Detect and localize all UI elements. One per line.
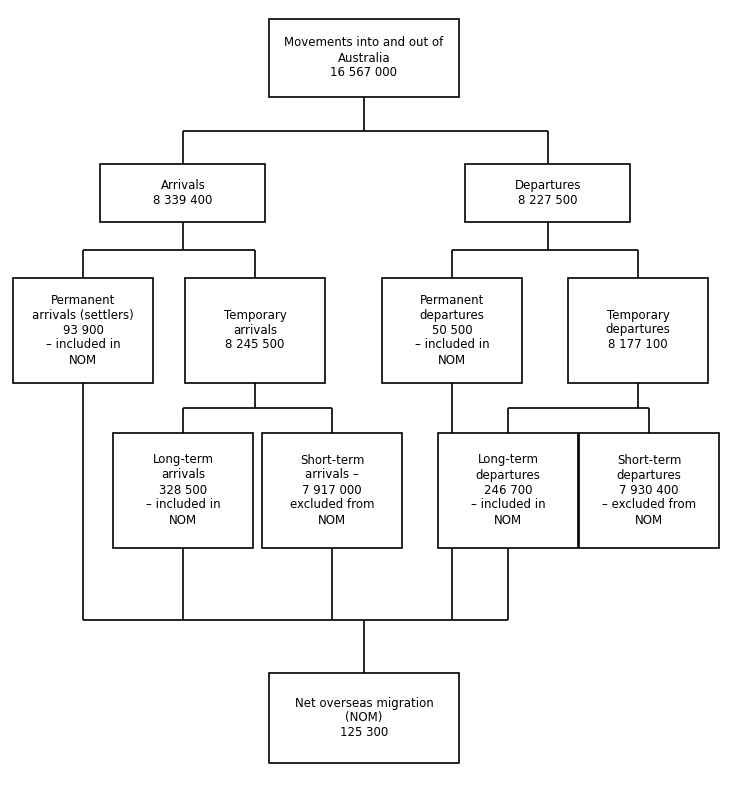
FancyBboxPatch shape xyxy=(101,164,265,222)
Text: Short-term
departures
7 930 400
– excluded from
NOM: Short-term departures 7 930 400 – exclud… xyxy=(602,453,696,527)
FancyBboxPatch shape xyxy=(382,278,522,383)
Text: Net overseas migration
(NOM)
125 300: Net overseas migration (NOM) 125 300 xyxy=(295,697,433,740)
Text: Permanent
arrivals (settlers)
93 900
– included in
NOM: Permanent arrivals (settlers) 93 900 – i… xyxy=(32,293,134,366)
Text: Temporary
arrivals
8 245 500: Temporary arrivals 8 245 500 xyxy=(224,308,286,351)
FancyBboxPatch shape xyxy=(438,433,578,547)
FancyBboxPatch shape xyxy=(579,433,719,547)
Text: Long-term
arrivals
328 500
– included in
NOM: Long-term arrivals 328 500 – included in… xyxy=(146,453,220,527)
Text: Long-term
departures
246 700
– included in
NOM: Long-term departures 246 700 – included … xyxy=(471,453,545,527)
FancyBboxPatch shape xyxy=(185,278,325,383)
Text: Permanent
departures
50 500
– included in
NOM: Permanent departures 50 500 – included i… xyxy=(415,293,489,366)
Text: Temporary
departures
8 177 100: Temporary departures 8 177 100 xyxy=(606,308,671,351)
Text: Movements into and out of
Australia
16 567 000: Movements into and out of Australia 16 5… xyxy=(284,36,444,80)
Text: Short-term
arrivals –
7 917 000
excluded from
NOM: Short-term arrivals – 7 917 000 excluded… xyxy=(289,453,374,527)
FancyBboxPatch shape xyxy=(269,19,459,97)
FancyBboxPatch shape xyxy=(262,433,402,547)
Text: Arrivals
8 339 400: Arrivals 8 339 400 xyxy=(153,179,213,207)
FancyBboxPatch shape xyxy=(568,278,708,383)
Text: Departures
8 227 500: Departures 8 227 500 xyxy=(515,179,581,207)
FancyBboxPatch shape xyxy=(13,278,153,383)
FancyBboxPatch shape xyxy=(269,673,459,763)
FancyBboxPatch shape xyxy=(466,164,631,222)
FancyBboxPatch shape xyxy=(113,433,253,547)
